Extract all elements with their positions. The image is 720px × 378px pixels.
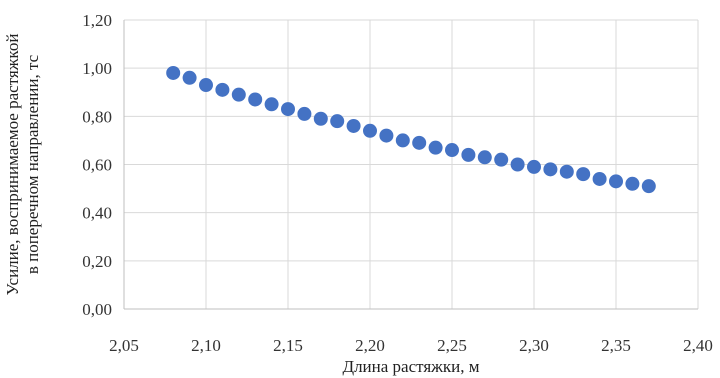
data-point (330, 114, 345, 129)
data-point (559, 164, 574, 179)
data-point (215, 82, 230, 97)
data-point (494, 152, 509, 167)
x-axis-title: Длина растяжки, м (342, 357, 479, 376)
data-point (363, 123, 377, 138)
y-tick-label: 1,20 (82, 11, 112, 30)
data-point (428, 140, 443, 155)
x-tick-label: 2,25 (437, 336, 467, 355)
y-tick-label: 0,80 (82, 107, 112, 126)
data-point (461, 147, 476, 162)
x-tick-labels: 2,05 2,10 2,15 2,20 2,25 2,30 2,35 2,40 (109, 336, 713, 355)
y-tick-labels: 0,00 0,20 0,40 0,60 0,80 1,00 1,20 (82, 11, 112, 319)
y-tick-label: 0,60 (82, 156, 112, 175)
data-point (592, 171, 607, 186)
grid (124, 19, 699, 309)
data-point (641, 179, 656, 194)
x-tick-label: 2,05 (109, 336, 139, 355)
y-axis-title-line-1: Усилие, воспринимаемое растяжкой (3, 34, 22, 296)
data-point (477, 150, 492, 165)
data-point (297, 106, 312, 121)
y-axis-title-line-2: в поперечном направлении, тс (23, 54, 42, 274)
x-tick-label: 2,35 (601, 336, 631, 355)
data-points (166, 65, 656, 194)
axes (123, 20, 698, 310)
data-point (264, 97, 279, 112)
data-point (412, 135, 427, 150)
data-point (527, 159, 541, 174)
y-tick-label: 0,40 (82, 204, 112, 223)
x-tick-label: 2,15 (273, 336, 303, 355)
y-tick-label: 0,00 (82, 300, 112, 319)
data-point (313, 111, 328, 126)
y-tick-label: 1,00 (82, 59, 112, 78)
data-point (445, 143, 459, 158)
data-point (281, 102, 295, 117)
data-point (543, 162, 558, 177)
data-point (231, 87, 246, 102)
x-tick-label: 2,10 (191, 336, 221, 355)
data-point (576, 167, 591, 182)
data-point (199, 78, 213, 93)
data-point (248, 92, 263, 107)
data-point (609, 174, 623, 189)
data-point (346, 118, 361, 133)
x-tick-label: 2,40 (683, 336, 713, 355)
y-tick-label: 0,20 (82, 252, 112, 271)
data-point (510, 157, 525, 172)
data-point (395, 133, 410, 148)
data-point (166, 65, 181, 80)
data-point (379, 128, 394, 143)
x-tick-label: 2,20 (355, 336, 385, 355)
x-tick-label: 2,30 (519, 336, 549, 355)
y-axis-title: Усилие, воспринимаемое растяжкой в попер… (3, 34, 42, 296)
data-point (182, 70, 197, 85)
data-point (625, 176, 640, 191)
